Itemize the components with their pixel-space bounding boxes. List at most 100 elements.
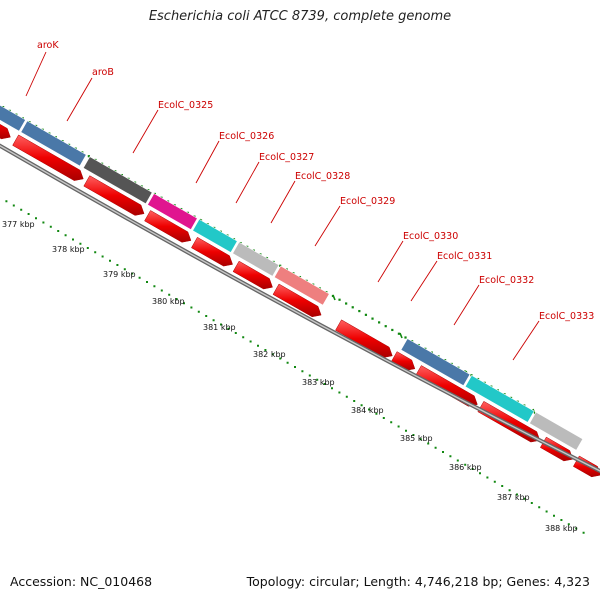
ruler-dot bbox=[57, 230, 60, 232]
gene-leader-line bbox=[512, 320, 540, 361]
ruler-dot bbox=[42, 221, 45, 224]
ruler-dot bbox=[153, 285, 156, 288]
feature-segment[interactable] bbox=[192, 218, 238, 253]
tick-label: 384 kbp bbox=[351, 406, 384, 415]
gene-leader-line bbox=[195, 140, 220, 184]
cds-arrow[interactable] bbox=[144, 210, 192, 243]
ruler-dot bbox=[360, 404, 363, 407]
gc-dot bbox=[404, 336, 407, 339]
ruler-dot bbox=[575, 527, 578, 530]
feature-segment[interactable] bbox=[82, 156, 153, 205]
ruler-dot bbox=[323, 383, 326, 385]
gene-leader-line bbox=[453, 284, 480, 326]
cds-arrow[interactable] bbox=[83, 175, 145, 216]
cds-arrow[interactable] bbox=[390, 351, 416, 371]
ruler-dot bbox=[197, 310, 200, 313]
map-title: Escherichia coli ATCC 8739, complete gen… bbox=[148, 9, 452, 24]
ruler-dot bbox=[538, 506, 541, 509]
ruler-dot bbox=[486, 476, 489, 479]
cds-arrow[interactable] bbox=[12, 134, 84, 181]
backbone-highlight bbox=[0, 144, 600, 472]
tick-ruler bbox=[5, 200, 585, 534]
feature-segment[interactable] bbox=[232, 241, 280, 277]
ruler-dot bbox=[131, 272, 134, 275]
feature-segment[interactable] bbox=[400, 338, 471, 387]
ruler-dot bbox=[501, 485, 504, 487]
ruler-dot bbox=[168, 293, 171, 296]
ruler-dot bbox=[449, 455, 452, 458]
ruler-dot bbox=[456, 459, 459, 462]
ruler-dot bbox=[146, 281, 148, 283]
backbone-track bbox=[0, 143, 600, 474]
ruler-dot bbox=[464, 463, 467, 466]
gc-dot bbox=[87, 155, 90, 158]
ruler-dot bbox=[183, 302, 185, 305]
ruler-dot bbox=[190, 306, 193, 309]
ruler-dot bbox=[368, 408, 370, 411]
ruler-dot bbox=[64, 234, 67, 237]
ruler-dot bbox=[294, 366, 296, 368]
tick-label: 377 kbp bbox=[2, 220, 35, 229]
feature-segment[interactable] bbox=[273, 265, 330, 306]
tick-label: 388 kbp bbox=[545, 524, 578, 533]
tick-label: 386 kbp bbox=[449, 463, 482, 472]
ruler-dot bbox=[567, 523, 570, 526]
ruler-dot bbox=[49, 225, 52, 228]
ruler-dot bbox=[160, 289, 163, 292]
ruler-dot bbox=[123, 268, 126, 271]
gc-dot bbox=[371, 317, 374, 320]
ruler-dot bbox=[242, 336, 245, 339]
gene-label[interactable]: EcolC_0328 bbox=[295, 171, 350, 182]
gc-dash bbox=[332, 294, 336, 301]
gene-label[interactable]: EcolC_0327 bbox=[259, 152, 314, 163]
ruler-dot bbox=[553, 514, 555, 517]
gc-dot bbox=[279, 264, 282, 267]
gc-dot bbox=[358, 309, 361, 313]
tick-labels: 377 kbp 378 kbp 379 kbp 380 kbp 381 kbp 382 k… bbox=[2, 220, 578, 533]
ruler-dot bbox=[560, 519, 563, 521]
cds-arrow[interactable] bbox=[232, 260, 273, 290]
ruler-dot bbox=[27, 213, 30, 215]
gene-label[interactable]: EcolC_0330 bbox=[403, 231, 458, 242]
ruler-dot bbox=[419, 438, 422, 441]
ruler-dot bbox=[508, 489, 511, 492]
feature-track bbox=[0, 98, 584, 451]
feature-segment[interactable] bbox=[147, 193, 198, 230]
gene-label[interactable]: EcolC_0333 bbox=[539, 311, 594, 322]
tick-label: 380 kbp bbox=[152, 297, 185, 306]
ruler-dot bbox=[116, 264, 119, 266]
gene-label[interactable]: EcolC_0326 bbox=[219, 131, 274, 142]
gene-leader-line bbox=[410, 260, 438, 302]
gene-label[interactable]: aroK bbox=[37, 40, 59, 51]
feature-segment[interactable] bbox=[20, 120, 87, 167]
ruler-dot bbox=[301, 370, 304, 373]
gene-label[interactable]: EcolC_0325 bbox=[158, 100, 213, 111]
feature-segment[interactable] bbox=[529, 411, 584, 451]
cds-arrow[interactable] bbox=[272, 283, 322, 318]
feature-segment[interactable] bbox=[464, 374, 535, 423]
ruler-dot bbox=[331, 387, 333, 390]
ruler-dot bbox=[479, 472, 481, 475]
gc-dot bbox=[364, 313, 368, 316]
ruler-dot bbox=[545, 510, 548, 513]
ruler-dot bbox=[382, 417, 385, 419]
tick-label: 382 kbp bbox=[253, 350, 286, 359]
gene-label[interactable]: EcolC_0329 bbox=[340, 196, 395, 207]
cds-arrow[interactable] bbox=[191, 236, 233, 267]
gene-label[interactable]: EcolC_0331 bbox=[437, 251, 492, 262]
gc-dot bbox=[397, 332, 401, 335]
ruler-dot bbox=[316, 378, 319, 381]
ruler-dot bbox=[72, 238, 74, 241]
ruler-dot bbox=[530, 502, 533, 504]
cds-arrow[interactable] bbox=[335, 319, 393, 358]
ruler-dot bbox=[523, 497, 526, 500]
ruler-dot bbox=[205, 315, 208, 317]
cds-arrow[interactable] bbox=[0, 112, 11, 140]
gene-label[interactable]: EcolC_0332 bbox=[479, 275, 534, 286]
gene-label[interactable]: aroB bbox=[92, 67, 114, 78]
gene-leader-line bbox=[66, 77, 93, 122]
feature-segment[interactable] bbox=[0, 98, 26, 132]
gc-dot bbox=[391, 328, 394, 332]
gene-leader-line bbox=[235, 161, 260, 204]
gc-dot bbox=[351, 306, 354, 309]
